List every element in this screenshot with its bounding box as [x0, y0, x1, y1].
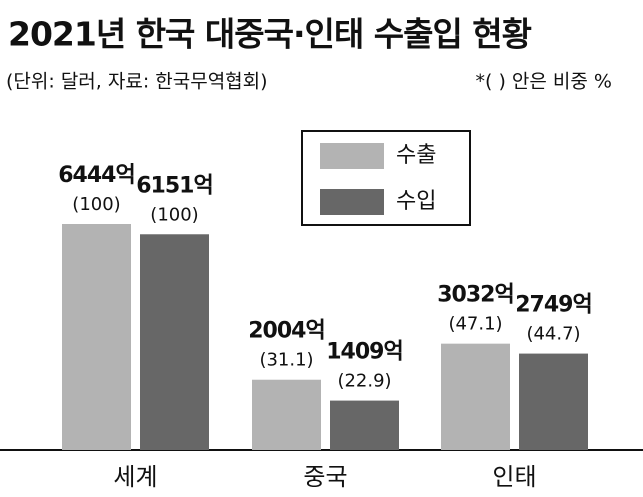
chart-title: 2021년 한국 대중국·인태 수출입 현황 [8, 15, 532, 54]
chart-subtitle: (단위: 달러, 자료: 한국무역협회) [6, 71, 268, 93]
value-label: 6444억 [58, 163, 134, 188]
legend-swatch [320, 143, 384, 169]
share-label: (100) [150, 204, 198, 225]
bar [252, 379, 321, 450]
share-label: (31.1) [259, 350, 313, 371]
x-tick-label: 인태 [492, 463, 536, 491]
bar [62, 224, 131, 450]
legend-swatch [320, 189, 384, 215]
bar [441, 343, 510, 450]
value-label: 2749억 [515, 293, 591, 318]
share-label: (44.7) [526, 324, 580, 345]
value-label: 1409억 [326, 340, 402, 365]
share-label: (47.1) [448, 314, 502, 335]
bar [519, 353, 588, 450]
value-label: 6151억 [136, 173, 212, 198]
bar [140, 234, 209, 450]
share-label: (100) [72, 194, 120, 215]
value-label: 3032억 [437, 283, 513, 308]
share-label: (22.9) [337, 371, 391, 392]
legend-label: 수출 [396, 143, 436, 168]
value-label: 2004억 [248, 319, 324, 344]
chart-note: *( ) 안은 비중 % [476, 71, 612, 93]
x-tick-label: 중국 [303, 463, 347, 491]
x-tick-label: 세계 [113, 463, 157, 491]
bar [330, 400, 399, 450]
legend-label: 수입 [396, 189, 436, 214]
